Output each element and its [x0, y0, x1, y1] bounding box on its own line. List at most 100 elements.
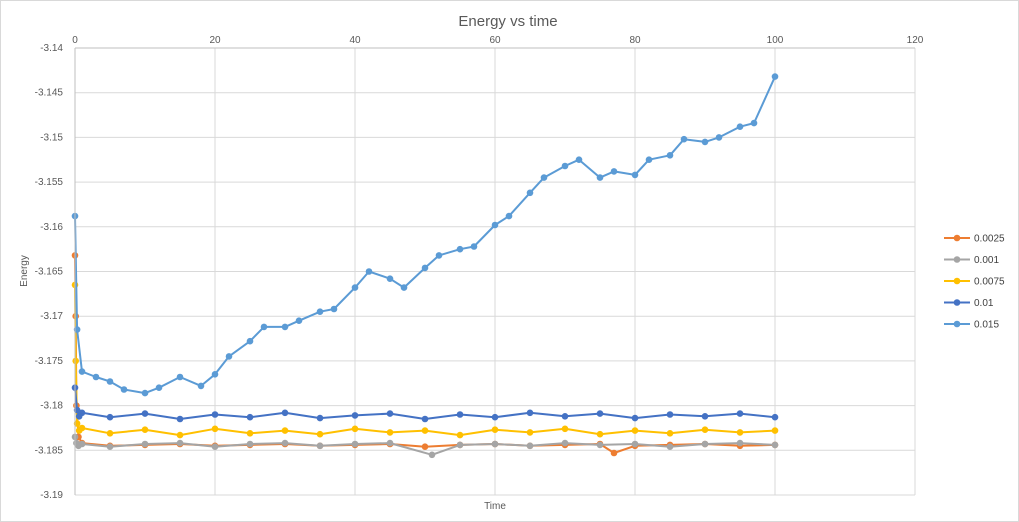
legend-label: 0.001: [974, 255, 999, 266]
legend-item: 0.015: [944, 320, 999, 331]
data-point: [316, 414, 324, 422]
legend: 0.0025 0.001 0.0075 0.01 0.015: [944, 234, 1005, 331]
data-point: [316, 442, 324, 450]
data-point: [351, 412, 359, 419]
data-point: [141, 389, 149, 397]
data-point: [736, 410, 744, 417]
data-point: [197, 382, 205, 390]
data-point: [526, 409, 534, 417]
data-point: [176, 439, 184, 447]
legend-item: 0.0075: [944, 277, 1005, 288]
data-point: [736, 123, 744, 130]
legend-swatch-marker: [953, 256, 961, 263]
data-point: [631, 427, 639, 434]
data-point: [225, 353, 233, 360]
data-point: [141, 440, 149, 448]
data-point: [141, 410, 149, 417]
data-point: [610, 168, 618, 175]
y-tick-label: -3.18: [40, 401, 63, 412]
data-point: [428, 451, 436, 459]
data-point: [246, 413, 254, 421]
data-point: [72, 357, 79, 365]
data-point: [701, 426, 709, 434]
data-point: [561, 413, 569, 420]
data-point: [281, 323, 289, 331]
x-tick-label: 0: [72, 35, 78, 46]
x-tick-label: 100: [767, 35, 784, 46]
data-point: [680, 135, 688, 143]
data-point: [421, 427, 429, 434]
data-point: [78, 409, 86, 417]
data-point: [351, 284, 359, 291]
data-point: [316, 308, 324, 316]
data-point: [491, 221, 499, 229]
data-point: [631, 414, 639, 422]
data-point: [246, 430, 254, 437]
data-point: [456, 431, 464, 439]
y-axis-title: Energy: [19, 255, 30, 287]
data-point: [666, 430, 674, 437]
axes: -3.14 -3.145 -3.15 -3.155 -3.16 -3.165 -3.17 -3…: [35, 35, 924, 501]
data-point: [715, 134, 723, 141]
y-tick-label: -3.15: [40, 132, 63, 143]
y-tick-label: -3.14: [40, 43, 63, 54]
data-point: [365, 268, 373, 275]
series-0.001: [71, 433, 779, 459]
data-point: [596, 441, 604, 449]
y-tick-label: -3.175: [35, 356, 64, 367]
data-point: [666, 443, 674, 451]
data-point: [316, 430, 324, 438]
data-point: [596, 410, 604, 417]
data-point: [645, 156, 653, 163]
data-point: [596, 430, 604, 438]
data-point: [631, 440, 639, 448]
data-point: [176, 431, 184, 439]
data-point: [106, 413, 114, 421]
data-point: [141, 426, 149, 434]
data-point: [106, 430, 114, 437]
data-point: [435, 252, 443, 259]
data-point: [281, 409, 289, 417]
data-point: [78, 424, 86, 432]
data-point: [295, 317, 303, 325]
data-point: [736, 429, 744, 436]
data-point: [771, 73, 779, 80]
series-0.015: [71, 73, 779, 397]
data-point: [491, 426, 499, 434]
data-point: [78, 368, 86, 375]
data-point: [281, 439, 289, 447]
data-point: [505, 212, 513, 220]
legend-label: 0.015: [974, 320, 999, 331]
data-point: [155, 384, 163, 392]
data-point: [106, 443, 114, 451]
data-point: [456, 441, 464, 449]
data-point: [421, 443, 429, 451]
data-point: [610, 449, 618, 457]
series-line: [74, 387, 776, 420]
data-point: [470, 243, 478, 250]
legend-swatch-marker: [953, 234, 961, 242]
x-tick-label: 40: [349, 35, 361, 46]
data-point: [575, 156, 583, 163]
data-point: [421, 415, 429, 423]
data-point: [526, 189, 534, 197]
data-point: [701, 413, 709, 420]
legend-label: 0.01: [974, 298, 994, 309]
x-tick-label: 20: [209, 35, 221, 46]
series-0.01: [71, 384, 779, 423]
data-point: [211, 411, 219, 418]
y-tick-label: -3.17: [40, 311, 63, 322]
y-tick-label: -3.155: [35, 177, 64, 188]
data-point: [92, 373, 100, 381]
data-point: [211, 425, 219, 433]
data-point: [526, 429, 534, 436]
series-0.0075: [71, 281, 779, 439]
data-point: [491, 413, 499, 421]
data-point: [386, 439, 394, 447]
legend-item: 0.01: [944, 298, 994, 309]
data-point: [561, 425, 569, 433]
data-point: [540, 174, 548, 181]
x-tick-label: 120: [907, 35, 924, 46]
data-point: [701, 138, 709, 146]
